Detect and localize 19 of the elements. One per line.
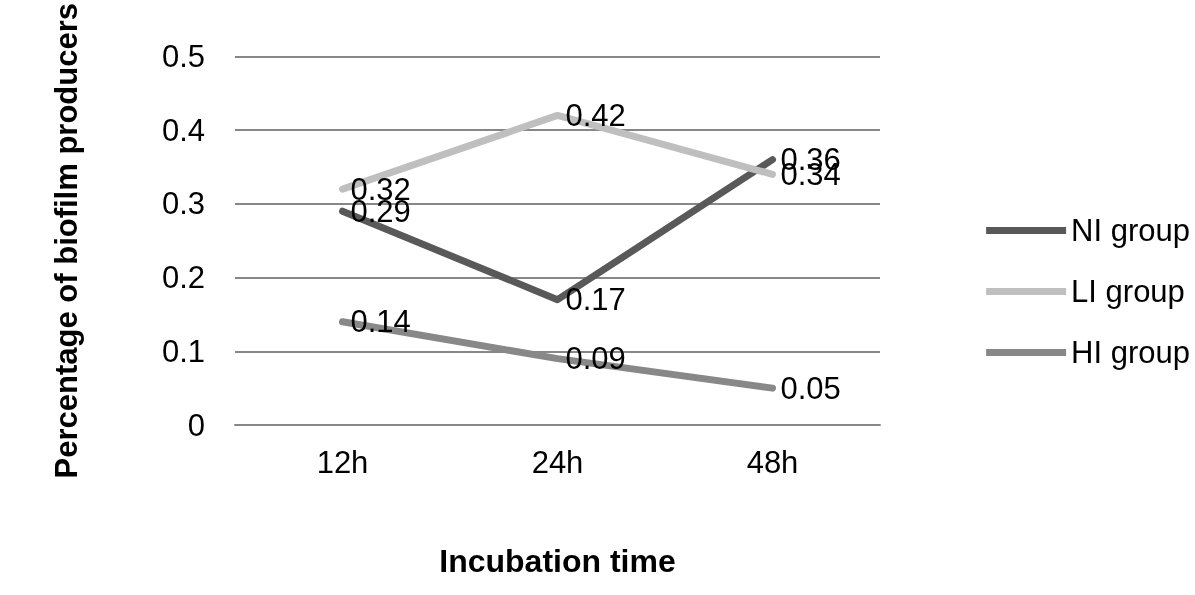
data-label: 0.17 (565, 282, 626, 318)
y-tick-label: 0.5 (161, 38, 205, 74)
x-axis-title: Incubation time (439, 543, 676, 579)
y-axis-title: Percentage of biofilm producers (48, 3, 84, 479)
y-tick-label: 0.4 (161, 112, 205, 148)
y-tick-label: 0.2 (161, 260, 205, 296)
legend-label: LI group (1071, 274, 1185, 309)
x-tick-label: 48h (746, 445, 799, 480)
legend-label: NI group (1071, 213, 1191, 248)
x-tick-label: 12h (316, 445, 369, 480)
data-label: 0.42 (565, 97, 626, 133)
y-tick-label: 0.3 (161, 186, 205, 222)
y-tick-label: 0.1 (161, 333, 205, 369)
x-tick-label: 24h (531, 445, 584, 480)
y-tick-label: 0 (187, 407, 205, 443)
legend-label: HI group (1071, 335, 1191, 370)
data-label: 0.05 (780, 370, 841, 406)
data-label: 0.14 (350, 304, 411, 340)
data-label: 0.09 (565, 341, 626, 377)
